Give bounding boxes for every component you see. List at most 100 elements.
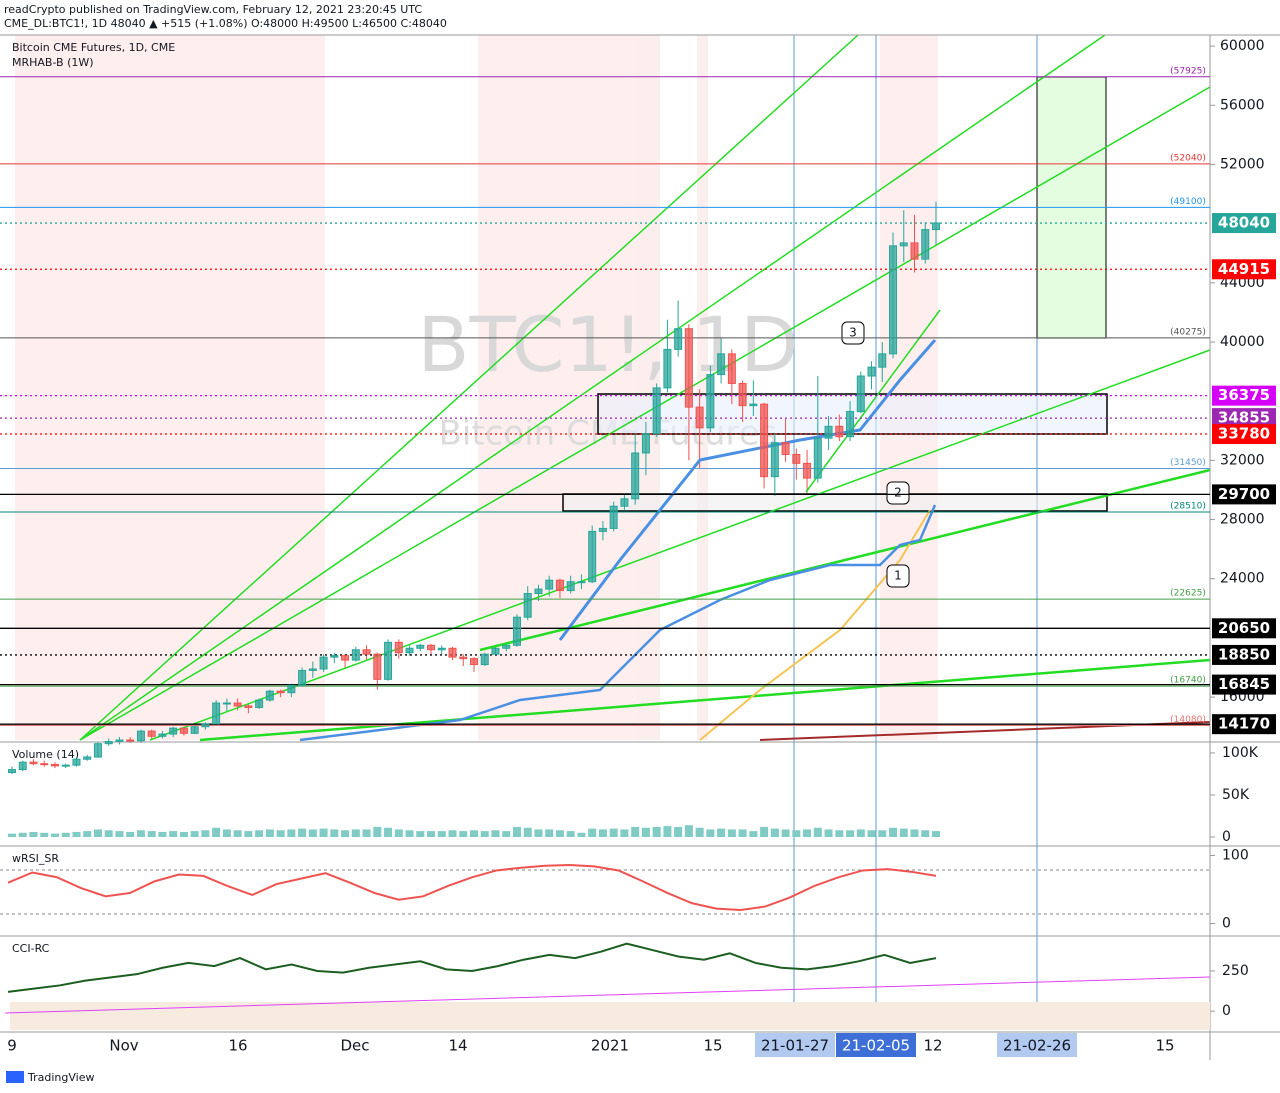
x-marker: [755, 1033, 835, 1057]
volume-bar: [491, 830, 500, 837]
volume-bar: [384, 827, 393, 837]
cci-band: [10, 1002, 1210, 1030]
volume-bar: [40, 832, 49, 837]
candle-body: [222, 702, 231, 705]
volume-bar: [287, 829, 296, 837]
candle-body: [652, 387, 661, 435]
volume-bar: [480, 831, 489, 837]
x-tick-label: 15: [1155, 1037, 1174, 1055]
candle-body: [416, 644, 425, 649]
candle-body: [502, 644, 511, 649]
candle-body: [394, 641, 403, 654]
y-tick-label: 0: [1222, 1003, 1231, 1019]
y-tick-label: 0: [1222, 829, 1231, 845]
level-label: (14080): [1170, 715, 1206, 725]
y-tick-label: 250: [1222, 963, 1249, 979]
candle-body: [781, 442, 790, 455]
y-tick-label: 0: [1222, 916, 1231, 932]
candle-body: [910, 242, 919, 260]
volume-bar: [663, 826, 672, 837]
volume-bar: [83, 831, 92, 837]
volume-bar: [416, 831, 425, 837]
candle-body: [212, 702, 221, 725]
moving-average: [558, 339, 937, 641]
volume-bar: [437, 831, 446, 837]
volume-bar: [222, 829, 231, 837]
candle-body: [427, 644, 436, 651]
candle-body: [899, 242, 908, 247]
candle-body: [8, 769, 16, 774]
volume-bar: [255, 830, 264, 837]
candle-body: [136, 730, 145, 742]
annotation: 2: [894, 486, 902, 500]
volume-bar: [824, 829, 833, 837]
volume-bar: [394, 829, 403, 837]
volume-bar: [126, 831, 135, 837]
candle-body: [555, 579, 564, 592]
candle-body: [459, 656, 468, 660]
volume-bar: [61, 832, 70, 837]
candle-body: [566, 581, 575, 592]
volume-bar: [534, 829, 543, 837]
long-ma: [759, 721, 1211, 741]
annotation-box: [886, 564, 910, 588]
volume-bar: [932, 831, 940, 837]
volume-bar: [448, 830, 457, 837]
price-tag-label: 44915: [1218, 260, 1270, 278]
volume-bar: [588, 828, 597, 837]
volume-bar: [749, 831, 758, 837]
volume-bar: [695, 827, 704, 837]
volume-bar: [620, 829, 629, 837]
candle-body: [147, 730, 156, 737]
candle-body: [265, 690, 274, 701]
volume-bar: [136, 830, 145, 837]
volume-bar: [878, 830, 887, 837]
candle-body: [674, 328, 683, 350]
candle-body: [824, 425, 833, 439]
volume-bar: [652, 826, 661, 837]
volume-bar: [18, 832, 27, 837]
x-tick-label: 21-01-27: [761, 1037, 829, 1055]
price-tag-label: 29700: [1218, 485, 1270, 503]
candle-body: [932, 222, 940, 231]
volume-bar: [684, 825, 693, 837]
candle-body: [577, 581, 586, 584]
candle-body: [760, 403, 769, 478]
price-tag: [1212, 644, 1276, 665]
candle-body: [93, 743, 102, 758]
volume-bar: [921, 830, 930, 837]
y-tick-label: 100: [1222, 847, 1249, 863]
chart-title: Bitcoin CME Futures, 1D, CME: [12, 41, 175, 54]
volume-bar: [706, 829, 715, 837]
volume-bar: [502, 831, 511, 837]
candle-body: [29, 761, 38, 765]
candle-body: [190, 726, 199, 734]
candle-body: [362, 649, 371, 655]
pane-title: wRSI_SR: [12, 852, 59, 865]
volume-bar: [276, 830, 285, 837]
candle-body: [921, 229, 930, 260]
volume-bar: [470, 830, 478, 837]
y-tick-label: 40000: [1220, 334, 1265, 350]
level-label: (40275): [1170, 327, 1206, 337]
volume-bar: [298, 828, 307, 837]
x-tick-label: Dec: [340, 1037, 369, 1055]
x-tick-label: 16: [228, 1037, 247, 1055]
volume-bar: [577, 832, 586, 837]
candle-body: [620, 498, 629, 507]
x-tick-label: 21-02-26: [1003, 1037, 1071, 1055]
candle-body: [663, 348, 672, 389]
volume-bar: [459, 831, 468, 837]
volume-bar: [910, 829, 919, 837]
volume-bar: [265, 829, 274, 837]
candle-body: [867, 366, 876, 377]
candle-body: [770, 442, 779, 478]
x-tick-label: 14: [448, 1037, 467, 1055]
x-marker: [997, 1033, 1077, 1057]
candle-body: [889, 245, 898, 355]
volume-bar: [93, 829, 102, 837]
volume-bar: [104, 830, 113, 837]
candle-body: [287, 684, 296, 694]
